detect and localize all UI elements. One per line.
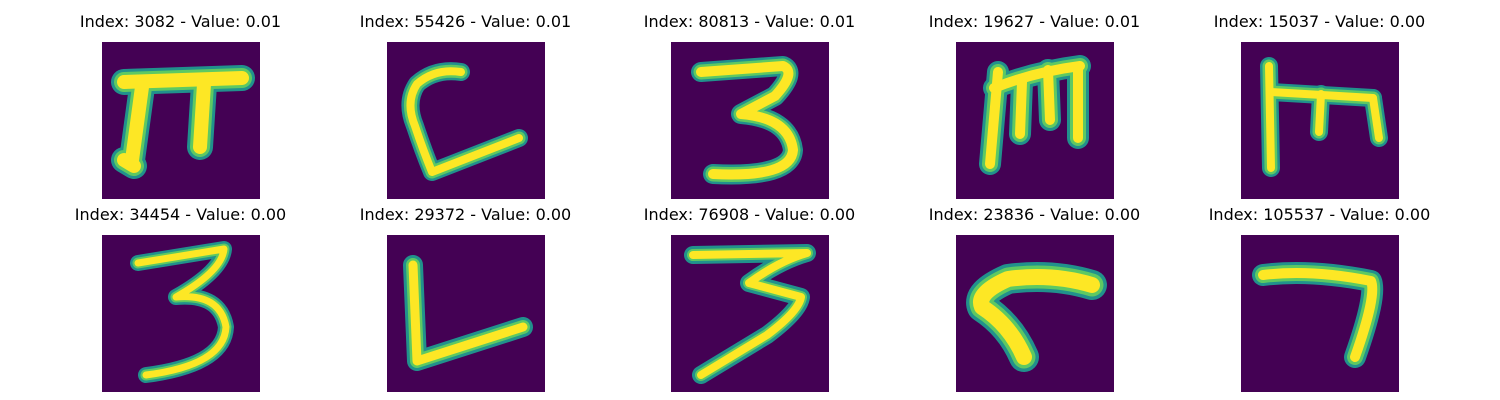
- pi-like-icon: [111, 65, 255, 179]
- panel-title: Index: 29372 - Value: 0.00: [359, 205, 572, 224]
- panel-6: Index: 34454 - Value: 0.00: [38, 203, 323, 393]
- digit-image: [671, 42, 829, 199]
- m-like-icon: [979, 55, 1091, 175]
- digit-image: [102, 42, 260, 199]
- panel-title: Index: 15037 - Value: 0.00: [1213, 12, 1426, 31]
- panel-title: Index: 80813 - Value: 0.01: [643, 12, 856, 31]
- panel-2: Index: 55426 - Value: 0.01: [323, 10, 608, 200]
- panel-title: Index: 19627 - Value: 0.01: [928, 12, 1141, 31]
- panel-5: Index: 15037 - Value: 0.00: [1177, 10, 1462, 200]
- panel-9: Index: 23836 - Value: 0.00: [892, 203, 1177, 393]
- three-icon: [684, 244, 816, 384]
- three-icon: [691, 56, 803, 185]
- panel-10: Index: 105537 - Value: 0.00: [1177, 203, 1462, 393]
- digit-image: [671, 235, 829, 392]
- panel-title: Index: 3082 - Value: 0.01: [79, 12, 282, 31]
- panel-7: Index: 29372 - Value: 0.00: [323, 203, 608, 393]
- digit-image: [956, 235, 1114, 392]
- three-icon: [130, 241, 234, 383]
- digit-image: [956, 42, 1114, 199]
- m-like-icon: [1260, 57, 1388, 177]
- digit-image: [387, 235, 545, 392]
- panel-title: Index: 76908 - Value: 0.00: [643, 205, 856, 224]
- panel-1: Index: 3082 - Value: 0.01: [38, 10, 323, 200]
- digit-image: [387, 42, 545, 199]
- panel-8: Index: 76908 - Value: 0.00: [607, 203, 892, 393]
- panel-title: Index: 34454 - Value: 0.00: [74, 205, 287, 224]
- l-stroke-icon: [403, 255, 533, 371]
- panel-4: Index: 19627 - Value: 0.01: [892, 10, 1177, 200]
- digit-image: [102, 235, 260, 392]
- panel-title: Index: 105537 - Value: 0.00: [1208, 205, 1431, 224]
- digit-image: [1241, 42, 1399, 199]
- angle-icon: [966, 262, 1107, 372]
- panel-title: Index: 23836 - Value: 0.00: [928, 205, 1141, 224]
- seven-like-icon: [1252, 262, 1384, 368]
- digit-image: [1241, 235, 1399, 392]
- panel-3: Index: 80813 - Value: 0.01: [607, 10, 892, 200]
- l-stroke-icon: [401, 62, 528, 181]
- panel-title: Index: 55426 - Value: 0.01: [359, 12, 572, 31]
